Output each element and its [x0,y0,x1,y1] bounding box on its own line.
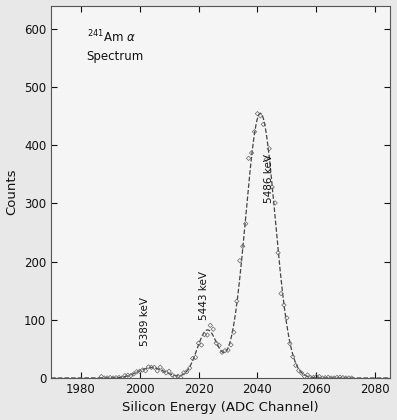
Point [172,374,178,381]
Text: 5389 keV: 5389 keV [141,297,150,346]
Point [340,374,346,381]
Point [325,374,331,381]
Point [222,347,228,354]
Point [225,347,231,354]
Point [137,368,143,375]
Y-axis label: Counts: Counts [6,168,19,215]
Point [183,368,190,375]
Point [304,372,311,378]
Point [101,375,108,381]
Point [278,290,284,297]
Point [116,374,122,381]
Point [331,375,337,381]
Point [193,354,199,361]
Point [210,326,216,333]
Point [272,200,278,206]
Point [251,129,258,135]
Point [249,150,255,156]
Point [216,342,222,349]
Point [189,355,196,362]
Point [313,373,320,380]
Point [299,370,305,376]
Point [245,155,252,162]
Text: 5443 keV: 5443 keV [199,271,209,320]
Point [163,370,169,376]
Point [284,315,290,321]
Point [260,121,266,128]
Point [142,368,148,374]
Point [187,365,193,371]
Point [127,372,134,379]
Point [169,371,175,378]
Point [145,364,152,370]
Point [219,349,225,356]
Point [131,370,137,377]
Point [151,364,158,371]
Point [231,329,237,336]
Point [125,372,131,378]
Point [343,375,349,381]
Point [237,257,243,264]
Point [295,367,302,374]
Point [263,156,270,163]
Point [133,368,140,375]
Point [113,374,119,381]
Point [316,373,322,380]
Point [160,368,166,374]
Point [207,322,214,329]
Point [290,353,296,360]
Point [119,375,125,381]
Point [148,364,154,371]
Point [201,331,208,338]
Point [257,113,264,119]
Point [166,368,172,375]
Point [275,249,281,256]
Point [107,374,113,381]
Text: 5486 keV: 5486 keV [264,155,274,203]
Point [293,362,299,369]
Point [301,373,308,380]
Point [204,332,210,339]
Point [319,375,326,381]
Point [122,372,128,379]
Text: $^{241}$Am $\alpha$
Spectrum: $^{241}$Am $\alpha$ Spectrum [87,29,144,63]
Point [181,370,187,376]
Point [322,374,328,381]
Point [266,145,272,152]
Point [198,342,204,349]
Point [243,220,249,227]
Point [195,340,202,346]
Point [337,374,343,381]
Point [254,110,260,117]
Point [234,298,240,304]
Point [178,375,184,381]
Point [269,184,276,190]
Point [175,373,181,380]
Point [349,375,355,381]
Point [139,367,146,373]
Point [213,340,220,346]
Point [307,374,314,381]
Point [346,375,352,381]
Point [281,302,287,308]
Point [239,243,246,250]
Point [154,368,160,374]
Point [110,375,116,381]
Point [104,375,110,381]
Point [310,374,316,381]
Point [157,364,164,370]
Point [334,374,340,381]
X-axis label: Silicon Energy (ADC Channel): Silicon Energy (ADC Channel) [122,402,319,415]
Point [98,373,104,380]
Point [228,341,234,348]
Point [328,375,334,381]
Point [287,340,293,347]
